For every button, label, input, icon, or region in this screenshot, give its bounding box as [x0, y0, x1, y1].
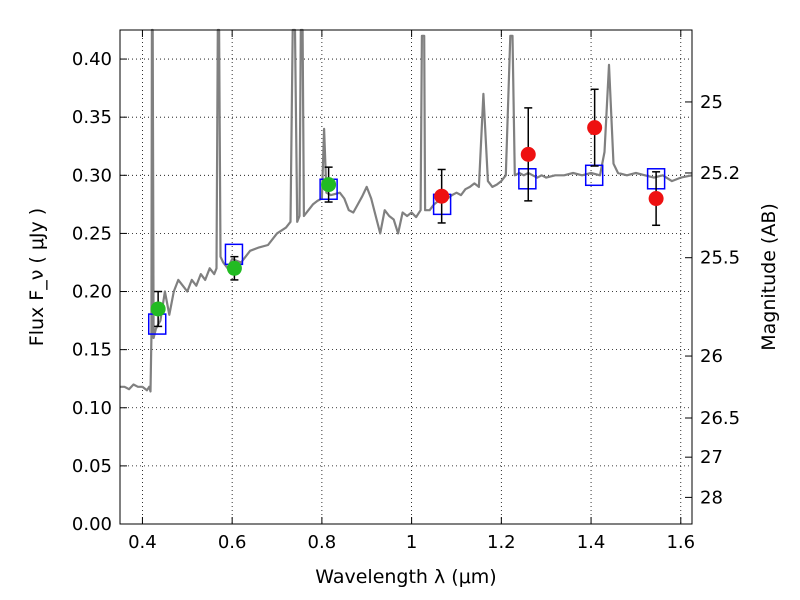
- x-tick-label: 0.8: [308, 532, 337, 553]
- magnitude-axis-label: Magnitude (AB): [758, 203, 780, 351]
- magnitude-tick-label: 25.2: [700, 163, 740, 184]
- x-tick-label: 1.2: [487, 532, 516, 553]
- y-tick-label: 0.40: [72, 49, 112, 70]
- green-data-point: [226, 260, 242, 276]
- photometry-points: [147, 88, 666, 335]
- y-tick-label: 0.15: [72, 340, 112, 361]
- magnitude-tick-label: 26: [700, 346, 723, 367]
- x-axis-label: Wavelength λ (μm): [315, 566, 496, 588]
- sed-spectrum: [120, 28, 693, 393]
- magnitude-axis-ticks: 25 25.2 25.5 26 26.5 27 28: [685, 92, 740, 508]
- model-flux-box: [518, 168, 537, 190]
- magnitude-tick-label: 28: [700, 487, 723, 508]
- x-tick-label: 1.4: [577, 532, 606, 553]
- y-tick-label: 0.25: [72, 223, 112, 244]
- magnitude-tick-label: 26.5: [700, 408, 740, 429]
- red-data-point: [434, 188, 450, 204]
- x-tick-label: 0.4: [128, 532, 157, 553]
- red-data-point: [520, 146, 536, 162]
- y-tick-label: 0.05: [72, 456, 112, 477]
- y-tick-label: 0.30: [72, 165, 112, 186]
- x-tick-label: 0.6: [218, 532, 247, 553]
- green-data-point: [150, 301, 166, 317]
- red-data-point: [587, 120, 603, 136]
- magnitude-tick-label: 27: [700, 447, 723, 468]
- magnitude-tick-label: 25.5: [700, 248, 740, 269]
- sed-spectrum-line: [120, 28, 693, 393]
- magnitude-tick-label: 25: [700, 92, 723, 113]
- x-tick-label: 1.6: [666, 532, 695, 553]
- green-data-point: [321, 177, 337, 193]
- red-data-point: [648, 191, 664, 207]
- y-axis-ticks: 0.00 0.05 0.10 0.15 0.20 0.25 0.30 0.35 0.40: [72, 49, 127, 535]
- y-tick-label: 0.35: [72, 107, 112, 128]
- y-tick-label: 0.20: [72, 282, 112, 303]
- x-tick-label: 1: [406, 532, 417, 553]
- y-axis-label: Flux F_ν ( μJy ): [26, 208, 48, 346]
- y-tick-label: 0.00: [72, 514, 112, 535]
- x-axis-ticks: 0.4 0.6 0.8 1 1.2 1.4 1.6: [128, 30, 695, 553]
- plot-frame: [119, 29, 693, 525]
- y-tick-label: 0.10: [72, 398, 112, 419]
